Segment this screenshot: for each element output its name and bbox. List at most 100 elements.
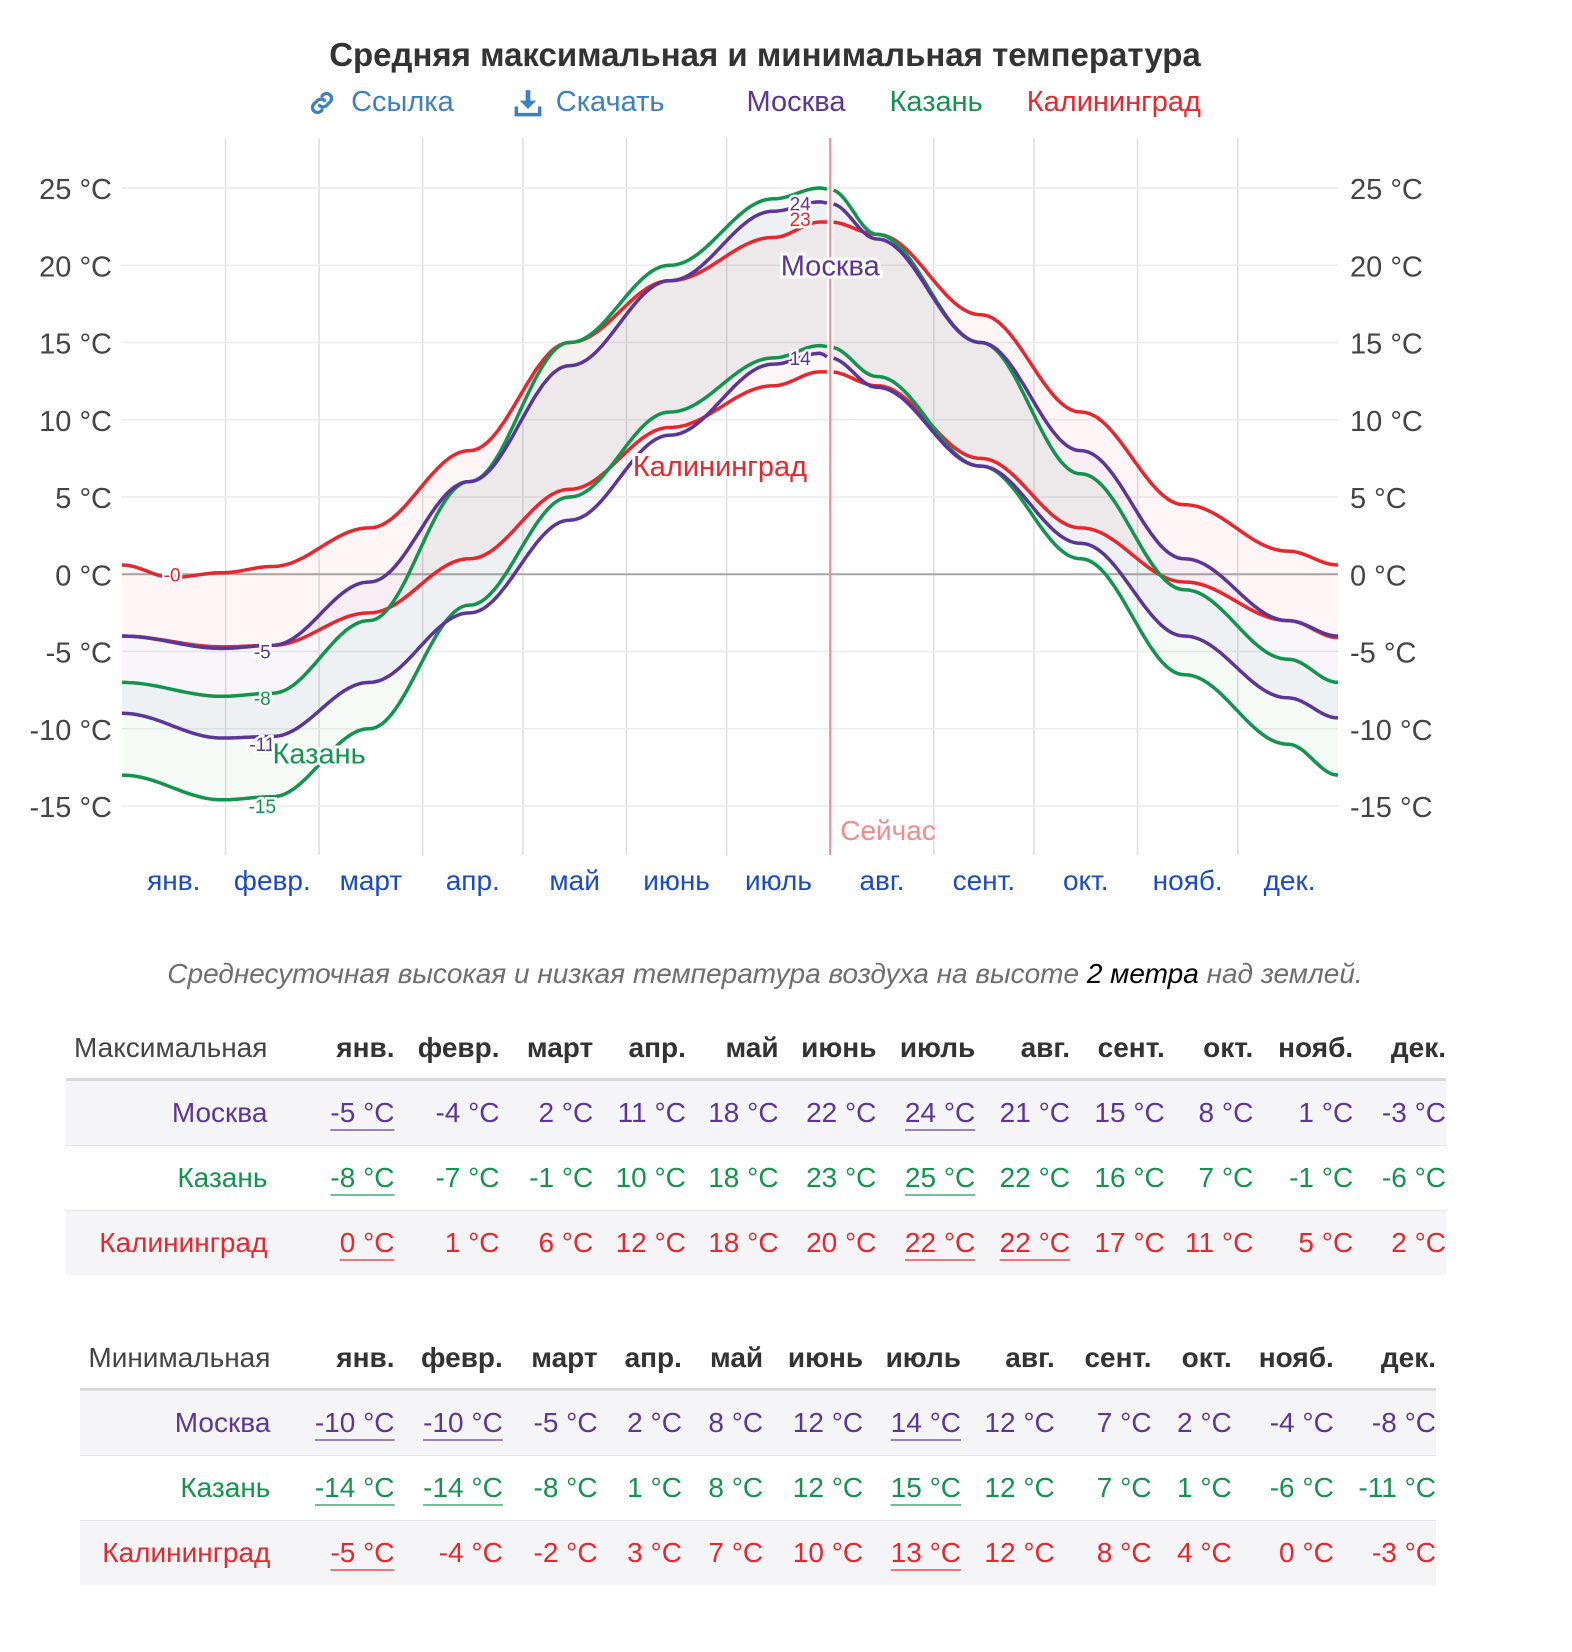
month-header: апр. — [628, 1032, 686, 1063]
temperature-cell: -2 °C — [502, 1520, 598, 1585]
temperature-cell: 25 °C — [876, 1146, 975, 1211]
temperature-value: 2 °C — [1391, 1227, 1446, 1258]
temperature-cell: -14 °C — [290, 1456, 395, 1521]
data-label: -11 — [249, 735, 275, 756]
temperature-value: -2 °C — [533, 1537, 598, 1568]
y-tick-label-right: 0 °C — [1350, 560, 1407, 592]
chart-title: Средняя максимальная и минимальная темпе… — [329, 36, 1201, 73]
now-label: Сейчас — [840, 815, 936, 846]
temperature-value: 1 °C — [1298, 1097, 1354, 1128]
y-tick-label-left: -5 °C — [46, 638, 112, 670]
month-label: июнь — [643, 865, 710, 896]
temperature-value: 7 °C — [1096, 1407, 1152, 1438]
temperature-cell: -1 °C — [500, 1146, 594, 1211]
temperature-value: 1 °C — [627, 1472, 682, 1503]
max-line-kaliningrad — [121, 220, 827, 580]
temperature-cell: 2 °C — [597, 1389, 682, 1456]
temperature-value: -11 °C — [1358, 1472, 1436, 1503]
temperature-value: -1 °C — [529, 1162, 594, 1193]
y-tick-label-left: 0 °C — [55, 560, 112, 592]
download-button[interactable]: Скачать — [514, 86, 665, 119]
city-name: Казань — [177, 1162, 268, 1193]
temperature-value: 3 °C — [627, 1537, 682, 1568]
temperature-cell: 2 °C — [1353, 1210, 1446, 1275]
temperature-value: 16 °C — [1094, 1162, 1165, 1193]
temperature-cell: 1 °C — [1253, 1079, 1354, 1146]
band-kazan — [833, 190, 1338, 776]
temperature-value: 18 °C — [708, 1097, 779, 1128]
month-header: июль — [899, 1032, 976, 1063]
temperature-cell: 2 °C — [1151, 1389, 1232, 1456]
temperature-cell: 0 °C — [287, 1210, 395, 1275]
month-label: нояб. — [1153, 865, 1223, 896]
temperature-cell: 8 °C — [1164, 1079, 1254, 1146]
temperature-cell: 12 °C — [961, 1389, 1055, 1456]
temperature-cell: -4 °C — [394, 1520, 503, 1585]
temperature-value: 18 °C — [708, 1162, 779, 1193]
month-header: авг. — [1005, 1342, 1055, 1373]
chart-caption: Среднесуточная высокая и низкая температ… — [0, 958, 1530, 990]
temperature-cell: -7 °C — [395, 1146, 499, 1211]
data-label: -0 — [164, 565, 181, 586]
temperature-cell: 10 °C — [763, 1520, 864, 1585]
temperature-cell: 22 °C — [778, 1079, 877, 1146]
month-label: янв. — [147, 865, 200, 896]
temperature-value: -10 °C — [314, 1407, 395, 1438]
month-header: янв. — [336, 1342, 395, 1373]
temperature-value: 6 °C — [538, 1227, 594, 1258]
series-label-moscow: Москва — [781, 250, 881, 282]
month-header: март — [526, 1032, 594, 1063]
month-label: окт. — [1063, 865, 1109, 896]
table-header-row: Максимальная янв. февр. март апр. май июнь июль… — [66, 1018, 1446, 1080]
temperature-value: 18 °C — [708, 1227, 779, 1258]
temperature-value: -6 °C — [1269, 1472, 1334, 1503]
caption-highlight: 2 метра — [1086, 958, 1199, 989]
temperature-cell: 1 °C — [598, 1456, 682, 1521]
temperature-value: -10 °C — [423, 1407, 503, 1438]
y-tick-label-left: 15 °C — [39, 329, 112, 361]
legend-kaliningrad[interactable]: Калининград — [1026, 86, 1201, 118]
temperature-cell: 7 °C — [1165, 1146, 1254, 1211]
temperature-value: 0 °C — [1279, 1537, 1334, 1568]
temperature-cell: -4 °C — [1231, 1389, 1334, 1456]
temperature-value: 15 °C — [1094, 1097, 1165, 1128]
y-tick-label-left: 10 °C — [39, 406, 112, 438]
min-line-kazan — [121, 343, 828, 802]
temperature-value: 12 °C — [792, 1472, 864, 1503]
month-header: март — [531, 1342, 598, 1373]
data-label: 14 — [790, 349, 812, 370]
y-tick-label-right: 15 °C — [1350, 329, 1423, 361]
temperature-cell: 6 °C — [499, 1210, 594, 1275]
temperature-cell: 3 °C — [597, 1520, 682, 1585]
temperature-value: 1 °C — [1176, 1472, 1232, 1503]
temperature-cell: 15 °C — [863, 1456, 961, 1521]
temperature-cell: -10 °C — [290, 1389, 395, 1456]
y-tick-label-left: -15 °C — [29, 792, 112, 824]
temperature-value: -8 °C — [533, 1472, 598, 1503]
temperature-value: -8 °C — [330, 1162, 395, 1193]
temperature-value: 1 °C — [444, 1227, 500, 1258]
month-header: нояб. — [1258, 1342, 1334, 1373]
min-temperature-table: Минимальная янв. февр. март апр. май июнь июль а… — [80, 1328, 1436, 1585]
legend-moscow[interactable]: Москва — [746, 86, 846, 118]
band-moscow — [122, 201, 827, 738]
temperature-value: -5 °C — [330, 1537, 395, 1568]
temperature-cell: 4 °C — [1151, 1520, 1232, 1585]
link-button[interactable]: Ссылка — [307, 86, 454, 119]
temperature-value: 8 °C — [1096, 1537, 1152, 1568]
caption-text: Среднесуточная высокая и низкая температ… — [167, 958, 1087, 989]
temperature-cell: 21 °C — [975, 1079, 1070, 1146]
temperature-cell: 12 °C — [961, 1456, 1054, 1521]
series-label-kaliningrad: Калининград — [633, 451, 807, 483]
temperature-cell: 12 °C — [763, 1389, 864, 1456]
month-label: февр. — [234, 865, 311, 896]
y-tick-label-right: -10 °C — [1350, 715, 1433, 747]
temperature-value: 13 °C — [890, 1537, 962, 1568]
y-tick-label-right: -5 °C — [1350, 638, 1416, 670]
temperature-cell: -8 °C — [503, 1456, 598, 1521]
temperature-cell: 18 °C — [686, 1146, 779, 1211]
temperature-cell: 14 °C — [863, 1389, 962, 1456]
temperature-value: 11 °C — [617, 1097, 686, 1128]
legend-kazan[interactable]: Казань — [889, 86, 983, 118]
month-header: дек. — [1390, 1032, 1446, 1063]
